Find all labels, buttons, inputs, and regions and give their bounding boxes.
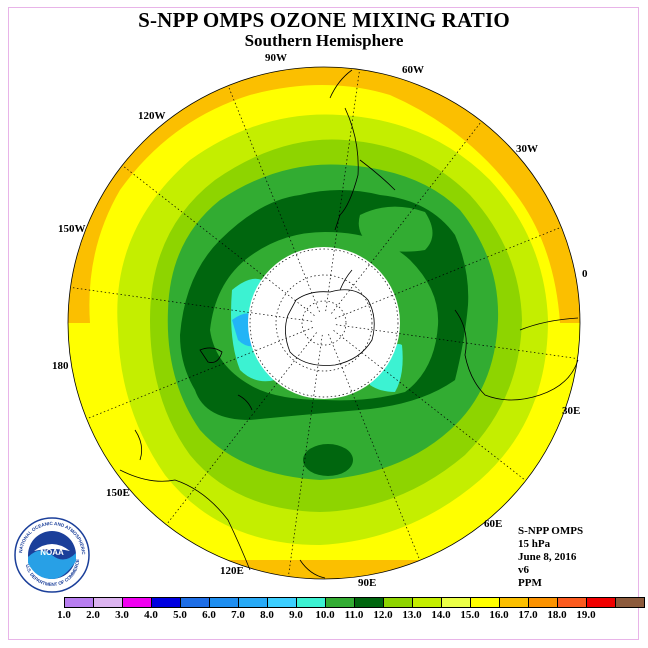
colorbar-swatch [122,597,152,608]
map-title: S-NPP OMPS OZONE MIXING RATIO [138,8,510,32]
colorbar-swatch [470,597,500,608]
lon-label-0: 0 [582,268,588,280]
ozone-field [68,67,580,579]
meridian-line [122,165,315,316]
south-america-coast [329,69,396,231]
polar-night-area [248,247,400,399]
colorbar-swatch [151,597,181,608]
colorbar-swatch [296,597,326,608]
lon-label-150e: 150E [106,487,130,499]
info-units: PPM [518,577,542,589]
figure-frame [8,7,639,640]
info-version: v6 [518,564,529,576]
latitude-circle [301,300,347,346]
lon-label-90e: 90E [358,577,377,589]
colorbar-tick-label: 8.0 [260,609,274,621]
lon-label-60w: 60W [402,64,424,76]
colorbar-swatch [93,597,123,608]
info-product: S-NPP OMPS [518,525,584,537]
meridian-line [335,324,578,359]
lon-label-30e: 30E [562,405,581,417]
latitude-circle [275,274,373,372]
field-island-green [358,206,433,252]
new-zealand-coast [199,347,253,411]
product-info: S-NPP OMPS 15 hPa June 8, 2016 v6 PPM [518,525,583,590]
meridian-line [328,333,421,561]
colorbar-tick-label: 4.0 [144,609,158,621]
colorbar-swatch [383,597,413,608]
logo-text: NOAA [40,548,64,557]
lon-label-60e: 60E [484,518,503,530]
colorbar-tick-label: 15.0 [460,609,480,621]
meridian-line [288,334,323,577]
colorbar-swatch [615,597,645,608]
meridian-line [70,287,313,322]
colorbar-tick-label: 10.0 [315,609,335,621]
meridian-line [325,69,360,312]
colorbar-swatch [586,597,616,608]
antarctica-coast [285,269,375,366]
lon-label-150w: 150W [58,223,86,235]
africa-coast [454,309,579,401]
colorbar-tick-label: 7.0 [231,609,245,621]
graticule [70,69,578,577]
meridian-line [227,85,320,313]
colorbar-swatch [180,597,210,608]
colorbar-swatch [325,597,355,608]
colorbar-tick-label: 14.0 [431,609,451,621]
colorbar-tick-label: 1.0 [57,609,71,621]
colorbar-swatch [238,597,268,608]
colorbar-tick-label: 6.0 [202,609,216,621]
lon-label-120e: 120E [220,565,244,577]
colorbar-swatch [354,597,384,608]
meridian-line [331,121,482,314]
colorbar-swatch [267,597,297,608]
colorbar-swatch [499,597,529,608]
map-subtitle: Southern Hemisphere [244,31,404,50]
colorbar-tick-label: 19.0 [576,609,596,621]
colorbar-swatch [441,597,471,608]
colorbar-tick-label: 3.0 [115,609,129,621]
latitude-circle [249,248,399,398]
info-date: June 8, 2016 [518,551,577,563]
colorbar-tick-label: 13.0 [402,609,422,621]
colorbar-swatch [412,597,442,608]
australia-coast [119,429,326,579]
colorbar-swatch [64,597,94,608]
lon-label-90w: 90W [265,52,287,64]
field-band-orange-top [68,67,580,323]
coastlines [119,69,579,579]
meridian-line [333,330,526,481]
colorbar-tick-label: 16.0 [489,609,509,621]
meridian-line [334,226,562,319]
colorbar-swatch [528,597,558,608]
colorbar-tick-label: 17.0 [518,609,538,621]
noaa-logo: NATIONAL OCEANIC AND ATMOSPHERIC ADMINIS… [14,517,90,593]
colorbar-tick-label: 9.0 [289,609,303,621]
lon-label-180: 180 [52,360,69,372]
colorbar-tick-label: 18.0 [547,609,567,621]
meridian-line [166,332,317,525]
lon-label-30w: 30W [516,143,538,155]
colorbar-tick-label: 11.0 [344,609,364,621]
field-blob-darkgreen [303,444,353,476]
colorbar-tick-label: 12.0 [373,609,393,621]
lon-label-120w: 120W [138,110,166,122]
colorbar-swatch [209,597,239,608]
info-level: 15 hPa [518,538,551,550]
colorbar-swatch [557,597,587,608]
colorbar-tick-label: 2.0 [86,609,100,621]
meridian-line [86,327,314,420]
colorbar-tick-label: 5.0 [173,609,187,621]
map-boundary [67,66,581,580]
